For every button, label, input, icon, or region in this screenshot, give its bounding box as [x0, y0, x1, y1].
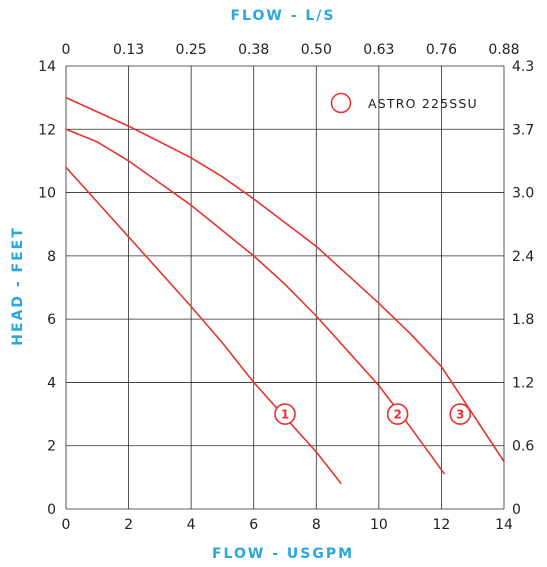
y-tick-label-left: 10 — [38, 186, 56, 202]
y-tick-label-left: 14 — [38, 59, 56, 75]
x-tick-label-top: 0.25 — [176, 42, 207, 58]
curve-label-marker-1 — [274, 403, 296, 425]
x-tick-label-top: 0 — [62, 42, 71, 58]
curve-label-3: 3 — [456, 408, 464, 422]
x-tick-label-top: 0.50 — [301, 42, 332, 58]
x-tick-label-top: 0.76 — [426, 42, 457, 58]
x-tick-label-top: 0.88 — [488, 42, 519, 58]
curves — [65, 96, 505, 485]
curve-labels: 1 2 3 — [274, 403, 472, 425]
x-tick-label-bottom: 0 — [62, 517, 71, 533]
x-tick-label-bottom: 4 — [187, 517, 196, 533]
legend-marker-icon — [330, 92, 352, 114]
legend: ASTRO 225SSU — [330, 92, 478, 114]
x-tick-label-top: 0.63 — [363, 42, 394, 58]
x-tick-label-top: 0.13 — [113, 42, 144, 58]
curve-2 — [65, 128, 446, 475]
y-tick-label-right: 1.8 — [512, 312, 534, 328]
y-tick-label-left: 6 — [47, 312, 56, 328]
bottom-axis-title: FLOW - USGPM — [212, 546, 354, 562]
x-tick-label-top: 0.38 — [238, 42, 269, 58]
legend-label: ASTRO 225SSU — [368, 96, 478, 111]
top-axis-title: FLOW - L/S — [230, 8, 335, 24]
curve-3 — [65, 96, 505, 462]
y-tick-label-right: 4.3 — [512, 59, 534, 75]
x-tick-label-bottom: 6 — [249, 517, 258, 533]
y-tick-label-left: 8 — [47, 249, 56, 265]
curve-label-1: 1 — [281, 408, 289, 422]
curve-1 — [65, 166, 342, 485]
y-tick-label-left: 2 — [47, 439, 56, 455]
y-tick-label-right: 3.0 — [512, 186, 534, 202]
y-tick-label-left: 0 — [47, 502, 56, 518]
y-tick-label-right: 1.2 — [512, 375, 534, 391]
curve-label-marker-3 — [449, 403, 472, 425]
curve-label-marker-2 — [386, 403, 409, 425]
y-tick-label-left: 12 — [38, 122, 56, 138]
grid — [65, 65, 505, 510]
y-tick-label-right: 0.6 — [512, 439, 534, 455]
curve-label-2: 2 — [393, 408, 401, 422]
y-tick-label-left: 4 — [47, 375, 56, 391]
x-tick-label-bottom: 10 — [370, 517, 388, 533]
y-tick-label-right: 0 — [512, 502, 521, 518]
x-tick-label-bottom: 12 — [433, 517, 451, 533]
x-tick-label-bottom: 8 — [312, 517, 321, 533]
tick-labels: 0 2 4 6 8 10 12 140 0.13 0.25 0.38 0.50 0.63 0.76 0.88… — [38, 42, 534, 533]
y-tick-label-right: 2.4 — [512, 249, 534, 265]
y-tick-label-right: 3.7 — [512, 122, 534, 138]
left-axis-title: HEAD - FEET — [10, 226, 26, 346]
x-tick-label-bottom: 2 — [124, 517, 133, 533]
x-tick-label-bottom: 14 — [495, 517, 513, 533]
